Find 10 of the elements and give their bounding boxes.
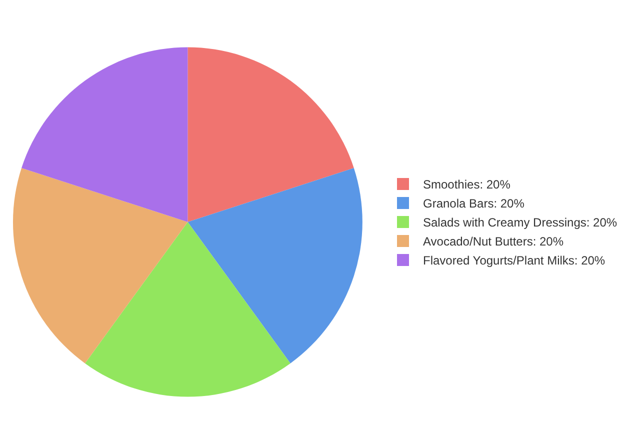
legend-label: Salads with Creamy Dressings: 20% bbox=[423, 216, 618, 230]
legend-label: Avocado/Nut Butters: 20% bbox=[423, 234, 564, 249]
legend-label: Smoothies: 20% bbox=[423, 178, 511, 192]
legend-label: Granola Bars: 20% bbox=[423, 196, 525, 211]
pie-slice bbox=[85, 222, 290, 397]
pie-slice bbox=[22, 47, 188, 222]
pie-slice bbox=[188, 47, 354, 222]
pie-slice bbox=[13, 168, 188, 364]
legend-label: Flavored Yogurts/Plant Milks: 20% bbox=[423, 254, 606, 268]
pie-slice bbox=[188, 168, 362, 364]
